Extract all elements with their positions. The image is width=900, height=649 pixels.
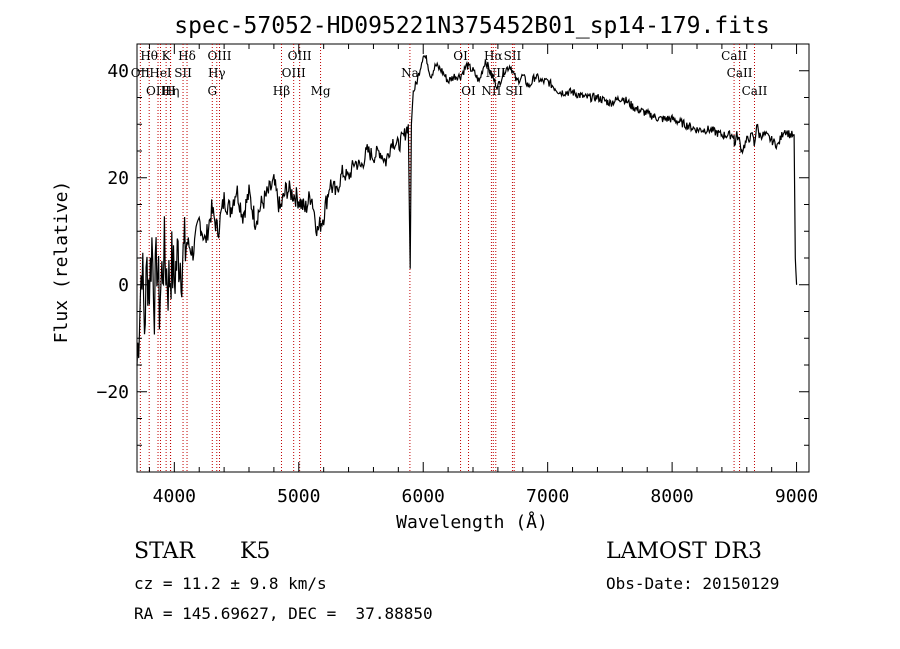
emission-line-label: Na [401, 66, 419, 80]
x-tick-label: 9000 [775, 486, 818, 507]
emission-line-label: OIII [282, 66, 306, 80]
y-tick-label: −20 [96, 382, 129, 403]
emission-line-label: Hη [162, 84, 180, 98]
emission-lines: OII Hθ OIII HeI K HηH SII Hδ G OIII Hγ Hβ OIII OIII Mg… [131, 44, 768, 472]
emission-line-label: OI [461, 84, 476, 98]
y-tick-label: 0 [118, 275, 129, 296]
emission-line-label: SII [504, 49, 522, 63]
emission-line-label: G [207, 84, 217, 98]
emission-line-label: Hδ [178, 49, 196, 63]
emission-line-label: NII [486, 66, 506, 80]
emission-line-label: OIII [207, 49, 231, 63]
y-tick-label: 20 [107, 168, 129, 189]
x-tick-label: 4000 [153, 486, 196, 507]
emission-line-label: CaII [727, 66, 753, 80]
emission-line-label: Hα [484, 49, 503, 63]
emission-line-label: OIII [288, 49, 312, 63]
emission-line-label: Hβ [273, 84, 290, 98]
x-tick-label: 6000 [402, 486, 445, 507]
axis-ticks: 4000 5000 6000 7000 8000 9000 −20 0 20 40 [96, 44, 818, 507]
coordinates: RA = 145.69627, DEC = 37.88850 [134, 604, 433, 623]
emission-line-label: OIII [146, 84, 170, 98]
emission-line-label: Mg [311, 84, 331, 98]
emission-line-label: Hγ [208, 66, 226, 80]
y-axis-label: Flux (relative) [51, 181, 72, 344]
emission-line-label: Hθ [140, 49, 158, 63]
x-tick-label: 8000 [650, 486, 693, 507]
emission-line-label: NII [481, 84, 501, 98]
object-subclass: K5 [240, 539, 271, 564]
emission-line-label: OII [131, 66, 151, 80]
plot-frame [136, 43, 810, 473]
emission-line-label: CaII [721, 49, 747, 63]
emission-line-label: H [165, 84, 175, 98]
spectrum-line [136, 54, 798, 366]
emission-line-label: SII [174, 66, 192, 80]
emission-line-label: K [162, 49, 172, 63]
x-tick-label: 5000 [277, 486, 320, 507]
x-tick-label: 7000 [526, 486, 569, 507]
survey-name: LAMOST DR3 [606, 539, 762, 564]
emission-line-label: CaII [742, 84, 768, 98]
object-class: STAR [134, 539, 195, 564]
obs-date: Obs-Date: 20150129 [606, 574, 780, 593]
y-tick-label: 40 [107, 61, 129, 82]
emission-line-label: OI [453, 49, 468, 63]
redshift-value: cz = 11.2 ± 9.8 km/s [134, 574, 327, 593]
chart-title: spec-57052-HD095221N375452B01_sp14-179.f… [174, 13, 769, 39]
x-axis-label: Wavelength (Å) [396, 511, 548, 533]
emission-line-label: SII [505, 84, 523, 98]
emission-line-label: HeI [149, 66, 172, 80]
